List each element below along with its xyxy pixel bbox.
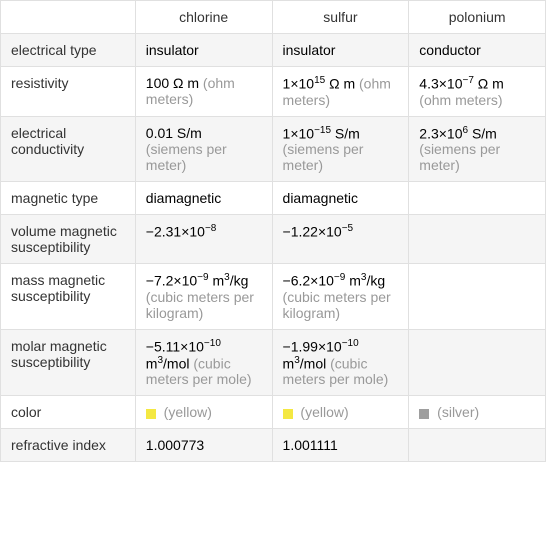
table-row: magnetic type diamagnetic diamagnetic	[1, 182, 546, 215]
cell-value: −2.31×10−8	[135, 215, 272, 264]
row-label: mass magnetic susceptibility	[1, 264, 136, 330]
header-sulfur: sulfur	[272, 1, 409, 34]
cell-value: diamagnetic	[135, 182, 272, 215]
row-label: resistivity	[1, 67, 136, 117]
cell-value: 1.001111	[272, 429, 409, 462]
table-row: molar magnetic susceptibility −5.11×10−1…	[1, 329, 546, 395]
cell-value: −6.2×10−9 m3/kg (cubic meters per kilogr…	[272, 264, 409, 330]
row-label: magnetic type	[1, 182, 136, 215]
cell-value: 4.3×10−7 Ω m (ohm meters)	[409, 67, 546, 117]
table-row: volume magnetic susceptibility −2.31×10−…	[1, 215, 546, 264]
cell-value: (yellow)	[272, 396, 409, 429]
cell-value: 1×10−15 S/m (siemens per meter)	[272, 116, 409, 182]
table-row: mass magnetic susceptibility −7.2×10−9 m…	[1, 264, 546, 330]
cell-value: conductor	[409, 34, 546, 67]
header-empty	[1, 1, 136, 34]
cell-value	[409, 429, 546, 462]
cell-value: (yellow)	[135, 396, 272, 429]
table-row: electrical type insulator insulator cond…	[1, 34, 546, 67]
cell-value: −1.99×10−10 m3/mol (cubic meters per mol…	[272, 329, 409, 395]
cell-value: diamagnetic	[272, 182, 409, 215]
row-label: volume magnetic susceptibility	[1, 215, 136, 264]
table-row: resistivity 100 Ω m (ohm meters) 1×1015 …	[1, 67, 546, 117]
row-label: molar magnetic susceptibility	[1, 329, 136, 395]
cell-value: −7.2×10−9 m3/kg (cubic meters per kilogr…	[135, 264, 272, 330]
color-swatch-yellow	[283, 409, 293, 419]
table-row: electrical conductivity 0.01 S/m (siemen…	[1, 116, 546, 182]
cell-value	[409, 215, 546, 264]
cell-value: −5.11×10−10 m3/mol (cubic meters per mol…	[135, 329, 272, 395]
row-label: refractive index	[1, 429, 136, 462]
header-row: chlorine sulfur polonium	[1, 1, 546, 34]
cell-value: insulator	[135, 34, 272, 67]
cell-value	[409, 264, 546, 330]
cell-value: 0.01 S/m (siemens per meter)	[135, 116, 272, 182]
cell-value: (silver)	[409, 396, 546, 429]
cell-value: insulator	[272, 34, 409, 67]
cell-value: 100 Ω m (ohm meters)	[135, 67, 272, 117]
header-polonium: polonium	[409, 1, 546, 34]
cell-value: 1×1015 Ω m (ohm meters)	[272, 67, 409, 117]
color-swatch-yellow	[146, 409, 156, 419]
cell-value: −1.22×10−5	[272, 215, 409, 264]
cell-value	[409, 182, 546, 215]
table-row: color (yellow) (yellow) (silver)	[1, 396, 546, 429]
properties-table: chlorine sulfur polonium electrical type…	[0, 0, 546, 462]
row-label: electrical conductivity	[1, 116, 136, 182]
row-label: electrical type	[1, 34, 136, 67]
cell-value: 1.000773	[135, 429, 272, 462]
header-chlorine: chlorine	[135, 1, 272, 34]
color-swatch-silver	[419, 409, 429, 419]
cell-value: 2.3×106 S/m (siemens per meter)	[409, 116, 546, 182]
table-row: refractive index 1.000773 1.001111	[1, 429, 546, 462]
cell-value	[409, 329, 546, 395]
row-label: color	[1, 396, 136, 429]
